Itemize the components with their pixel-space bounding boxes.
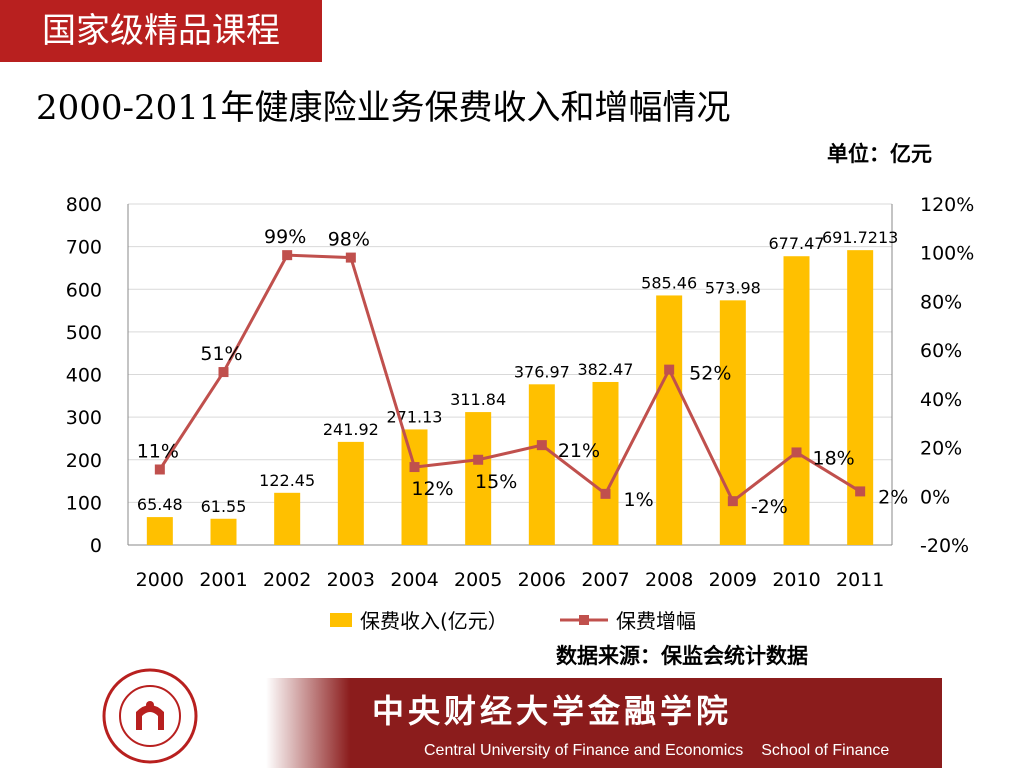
line-point [282, 250, 293, 261]
x-tick-label: 2002 [263, 569, 311, 591]
bar [592, 381, 619, 545]
x-tick-label: 2004 [390, 569, 438, 591]
line-point [154, 464, 165, 475]
y-left-tick-label: 600 [66, 279, 102, 301]
bar [719, 300, 746, 545]
bar-value-label: 122.45 [259, 471, 315, 490]
bar [146, 517, 173, 545]
line-value-label: 12% [411, 478, 453, 500]
bar-value-label: 677.47 [769, 234, 825, 253]
bar-value-label: 271.13 [387, 407, 443, 426]
y-left-tick-label: 0 [90, 535, 102, 557]
line-point [664, 364, 675, 375]
line-point [345, 252, 356, 263]
bar [337, 441, 364, 545]
y-left-tick-label: 800 [66, 194, 102, 216]
line-value-label: 99% [264, 226, 306, 248]
line-value-label: 18% [813, 447, 855, 469]
x-tick-label: 2009 [709, 569, 757, 591]
y-left-tick-label: 200 [66, 450, 102, 472]
line-value-label: 1% [624, 489, 654, 511]
x-tick-label: 2001 [199, 569, 247, 591]
line-value-label: 21% [558, 440, 600, 462]
legend-bar-label: 保费收入(亿元） [360, 609, 508, 633]
bar-value-label: 382.47 [578, 360, 634, 379]
y-left-tick-label: 300 [66, 407, 102, 429]
line-point [855, 486, 866, 497]
page-title: 2000-2011年健康险业务保费收入和增幅情况 [36, 88, 731, 128]
footer-university-en: Central University of Finance and Econom… [424, 742, 744, 759]
footer-school-name-en: Central University of Finance and Econom… [424, 742, 889, 760]
y-right-tick-label: 20% [920, 438, 962, 460]
line-value-label: 51% [200, 343, 242, 365]
y-left-tick-label: 500 [66, 322, 102, 344]
x-tick-label: 2006 [518, 569, 566, 591]
combo-chart: 0 100 200 300 400 500 600 700 800 -20% 0% 20% 40% 60%… [66, 194, 975, 633]
bar [401, 429, 428, 545]
y-right-tick-label: 0% [920, 486, 950, 508]
x-tick-label: 2007 [581, 569, 629, 591]
line-value-label: 11% [137, 440, 179, 462]
y-right-tick-label: -20% [920, 535, 969, 557]
legend-bar-swatch [330, 613, 352, 627]
y-right-tick-label: 40% [920, 389, 962, 411]
y-right-tick-label: 60% [920, 340, 962, 362]
bar-value-label: 311.84 [450, 390, 506, 409]
bar [847, 250, 874, 545]
line-value-label: 15% [475, 471, 517, 493]
bar-value-label: 65.48 [137, 495, 183, 514]
x-tick-label: 2005 [454, 569, 502, 591]
line-point [600, 488, 611, 499]
unit-note: 单位：亿元 [827, 142, 932, 166]
line-value-label: 2% [878, 486, 908, 508]
bar-value-label: 376.97 [514, 362, 570, 381]
y-right-tick-label: 80% [920, 291, 962, 313]
line-value-label: 98% [328, 229, 370, 251]
x-tick-label: 2011 [836, 569, 884, 591]
y-left-tick-label: 400 [66, 365, 102, 387]
line-point [791, 447, 802, 458]
bar [656, 295, 683, 545]
university-seal-logo [102, 668, 198, 764]
x-tick-label: 2010 [772, 569, 820, 591]
bar [465, 412, 492, 545]
footer-school-name-cn: 中央财经大学金融学院 [372, 692, 733, 730]
bar-value-label: 241.92 [323, 420, 379, 439]
y-left-tick-label: 100 [66, 492, 102, 514]
y-left-tick-label: 700 [66, 237, 102, 259]
data-source-note: 数据来源：保监会统计数据 [556, 644, 808, 668]
line-point [473, 454, 484, 465]
bar [528, 384, 555, 545]
footer-band: 中央财经大学金融学院 Central University of Finance… [266, 678, 942, 768]
line-point [536, 440, 547, 451]
legend-line-marker [579, 615, 589, 625]
bar [210, 518, 237, 545]
bar-value-label: 585.46 [641, 273, 697, 292]
y-right-tick-label: 120% [920, 194, 974, 216]
line-point [218, 367, 229, 378]
bar [783, 256, 810, 545]
x-tick-label: 2003 [327, 569, 375, 591]
line-value-label: 52% [689, 363, 731, 385]
bar-value-label: 573.98 [705, 278, 761, 297]
course-badge: 国家级精品课程 [0, 0, 322, 62]
x-tick-label: 2008 [645, 569, 693, 591]
line-point [409, 462, 420, 473]
growth-line [158, 253, 861, 504]
footer-school-en: School of Finance [761, 742, 890, 759]
legend-line-label: 保费增幅 [616, 609, 696, 633]
bar-value-label: 691.7213 [822, 228, 898, 247]
line-value-label: -2% [751, 496, 788, 518]
bar-value-label: 61.55 [201, 497, 247, 516]
bar [274, 492, 301, 545]
line-point [727, 496, 738, 507]
y-right-tick-label: 100% [920, 243, 974, 265]
x-tick-label: 2000 [136, 569, 184, 591]
